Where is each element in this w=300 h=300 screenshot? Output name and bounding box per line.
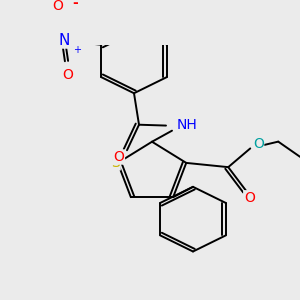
Text: NH: NH <box>177 118 197 132</box>
Text: S: S <box>111 156 120 170</box>
Text: -: - <box>72 0 78 10</box>
Text: O: O <box>244 191 255 205</box>
Text: O: O <box>63 68 74 82</box>
Text: +: + <box>73 45 81 55</box>
Text: O: O <box>53 0 64 14</box>
Text: O: O <box>114 150 124 164</box>
Text: N: N <box>58 33 70 48</box>
Text: O: O <box>253 137 264 151</box>
